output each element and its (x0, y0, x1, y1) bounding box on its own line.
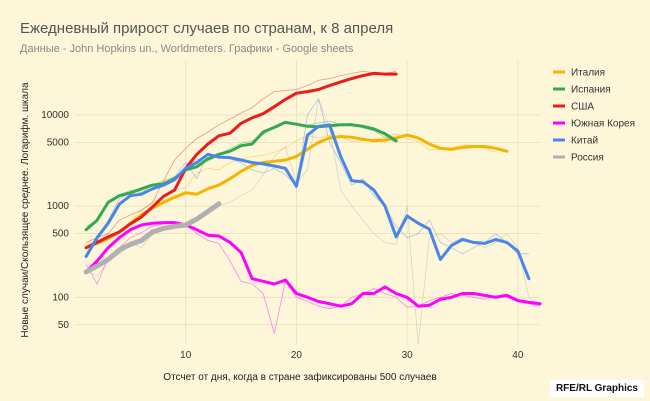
legend-label: Россия (571, 153, 604, 164)
series-line-spain (84, 120, 398, 232)
y-tick-label: 500 (52, 229, 69, 240)
series-raw-usa (85, 70, 397, 243)
series-line-italy (84, 133, 509, 250)
x-tick-label: 20 (291, 350, 303, 361)
y-tick-label: 10000 (41, 110, 69, 121)
series-line-usa (84, 71, 398, 250)
x-tick-label: 30 (402, 350, 414, 361)
y-axis-label: Новые случаи/Скользящее среднее. Логариф… (19, 82, 31, 338)
y-tick-label: 100 (52, 292, 69, 303)
series-raw-south-korea (85, 222, 541, 334)
y-ticks: 50 100 500 1000 5000 10000 (41, 110, 69, 331)
x-tick-label: 10 (180, 350, 192, 361)
legend: Италия Испания США Южная Корея Китай Россия (553, 68, 635, 164)
legend-label: Италия (571, 68, 605, 79)
chart-title: Ежедневный прирост случаев по странам, к… (20, 20, 393, 37)
series-line-china (84, 123, 531, 281)
series-group (83, 70, 542, 346)
chart-subtitle: Данные - John Hopkins un., Worldmeters. … (20, 43, 354, 55)
legend-label: Испания (571, 85, 611, 96)
y-tick-label: 1000 (47, 201, 70, 212)
y-tick-label: 5000 (47, 137, 70, 148)
grid (75, 60, 540, 345)
series-line-south-korea (84, 221, 542, 308)
x-tick-label: 40 (512, 350, 524, 361)
legend-label: Китай (571, 136, 598, 147)
series-line-russia (83, 201, 222, 275)
legend-label: США (571, 102, 594, 113)
x-ticks: 10 20 30 40 (180, 350, 524, 361)
credit-badge: RFE/RL Graphics (549, 380, 644, 397)
y-tick-label: 50 (58, 320, 70, 331)
x-axis-label: Отсчет от дня, когда в стране зафиксиров… (163, 371, 436, 383)
series-raw-italy (85, 133, 496, 245)
legend-label: Южная Корея (571, 119, 635, 130)
